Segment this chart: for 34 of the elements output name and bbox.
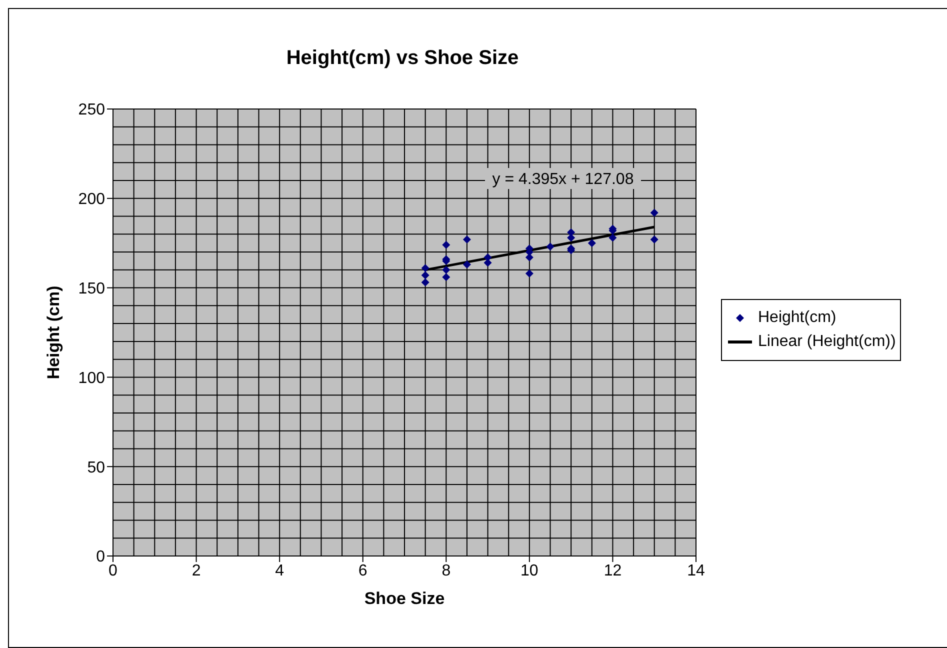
chart-title: Height(cm) vs Shoe Size: [285, 47, 520, 70]
point: [442, 266, 450, 274]
point: [421, 278, 430, 286]
x-tick-label: 10: [520, 562, 538, 580]
x-tick-label: 6: [358, 562, 368, 580]
point: [525, 269, 534, 278]
y-tick-label: 250: [78, 102, 106, 119]
y-tick-label: 50: [87, 459, 106, 476]
x-tick-label: 4: [275, 562, 284, 580]
point: [650, 208, 658, 217]
x-tick-label: 2: [192, 562, 201, 580]
x-axis-title: Shoe Size: [364, 589, 445, 608]
point: [650, 236, 658, 244]
y-tick-label: 200: [78, 191, 106, 208]
annotation: y = 4.395x + 127.08: [492, 171, 634, 188]
legend-label: Height(cm): [758, 309, 836, 327]
x-tick-label: 0: [108, 562, 118, 580]
y-tick-label: 100: [78, 370, 106, 387]
point: [608, 234, 617, 242]
x-tick-label: 14: [687, 562, 705, 580]
x-tick-label: 12: [604, 562, 622, 580]
y-axis-title: Height (cm): [44, 286, 64, 380]
point: [442, 240, 450, 249]
legend-label: Linear (Height(cm)): [758, 333, 896, 351]
point: [546, 242, 554, 251]
x-tick-label: 8: [442, 562, 451, 580]
point: [442, 273, 450, 282]
y-tick-label: 150: [78, 280, 106, 298]
point: [588, 239, 596, 248]
point: [421, 271, 430, 280]
point: [421, 264, 430, 272]
y-tick-label: 0: [96, 548, 106, 566]
point: [462, 236, 471, 244]
point: [462, 260, 471, 269]
